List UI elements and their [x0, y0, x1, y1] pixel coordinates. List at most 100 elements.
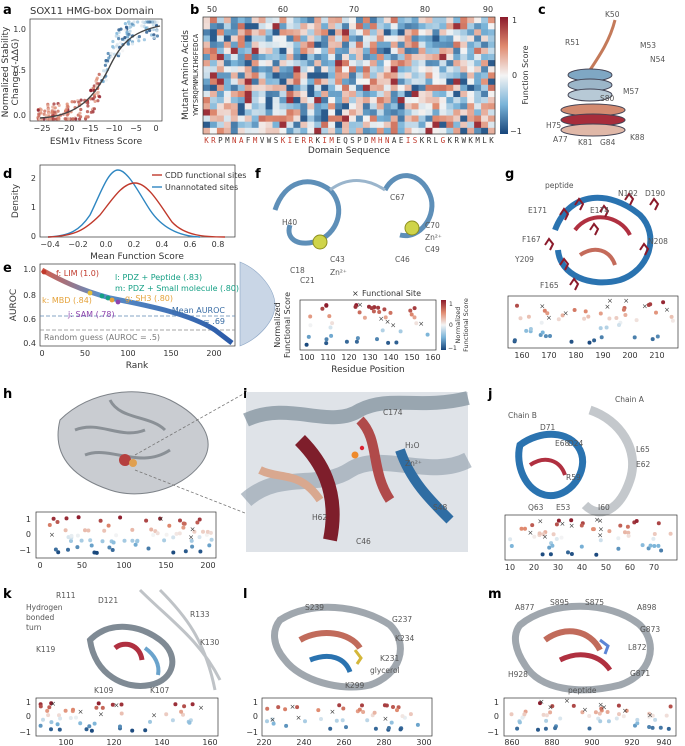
b-seq-letter: D — [364, 136, 369, 145]
b-cell — [314, 121, 322, 129]
b-cell — [411, 47, 419, 55]
b-cell — [390, 41, 398, 49]
b-cell — [411, 90, 419, 98]
b-cell — [230, 29, 239, 36]
b-cell — [425, 72, 433, 79]
b-cell — [432, 29, 440, 36]
b-cell — [404, 60, 412, 67]
b-cell — [446, 29, 454, 36]
l-ytick: 0 — [253, 712, 258, 721]
m-scatter-functional-site: × — [622, 707, 628, 715]
m-xtick: 940 — [656, 738, 671, 746]
b-cell — [258, 29, 266, 36]
j-scatter-point — [547, 545, 552, 550]
b-cell — [349, 103, 357, 110]
b-cell — [230, 103, 239, 110]
k-scatter-point — [187, 720, 192, 725]
l-res: G237 — [392, 615, 412, 624]
a-point — [51, 105, 55, 109]
d-legend-unannotated: Unannotated sites — [165, 183, 238, 192]
b-cell — [355, 23, 364, 30]
b-cell — [411, 53, 419, 61]
b-cell — [460, 127, 468, 135]
m-res: peptide — [568, 686, 597, 695]
c-res: K81 — [578, 138, 593, 147]
b-cell — [349, 47, 357, 55]
g-scatter-point — [650, 337, 655, 342]
a-point — [109, 51, 113, 56]
b-cell — [335, 35, 343, 42]
k-scatter-point — [78, 721, 83, 726]
b-cell — [265, 23, 273, 30]
b-cell — [335, 109, 343, 116]
h-scatter-point — [102, 528, 107, 533]
a-point — [123, 28, 127, 32]
b-cell — [425, 127, 433, 135]
b-cell — [432, 17, 440, 24]
b-cell — [251, 29, 259, 36]
j-scatter-functional-site: × — [559, 520, 565, 528]
f-scatter-functional-site: × — [378, 315, 384, 323]
k-res: D121 — [98, 596, 118, 605]
m-scatter-point — [538, 701, 542, 706]
b-cell — [286, 29, 294, 36]
b-cell — [216, 60, 225, 67]
b-seq-letter: A — [239, 136, 244, 145]
l-xtick: 300 — [416, 738, 431, 746]
b-cell — [369, 35, 378, 42]
b-cell — [418, 47, 426, 55]
h-scatter-point — [122, 538, 127, 543]
k-xtick: 100 — [58, 738, 73, 746]
b-cell — [362, 78, 371, 86]
b-seq-letter: I — [406, 136, 411, 145]
b-cell — [209, 41, 218, 49]
b-cell — [293, 103, 301, 110]
h-scatter-point — [204, 532, 209, 537]
i-res: H₂O — [405, 441, 420, 450]
b-cell — [265, 53, 273, 61]
a-point — [43, 109, 47, 113]
m-scatter-point — [650, 713, 655, 718]
b-cell — [300, 35, 308, 42]
f-scatter-point — [409, 312, 414, 317]
b-cell — [335, 23, 343, 30]
l-scatter-point — [319, 717, 323, 721]
b-cell — [349, 35, 357, 42]
m-scatter-functional-site: × — [598, 701, 604, 709]
m-scatter-point — [515, 726, 520, 731]
b-cell — [425, 78, 433, 86]
g-scatter-point — [528, 327, 533, 331]
a-point — [93, 99, 97, 103]
j-scatter-functional-site: × — [527, 529, 533, 537]
b-cell — [216, 35, 225, 42]
a-point — [136, 20, 140, 24]
b-cell — [237, 53, 246, 61]
b-cell — [272, 66, 280, 73]
a-xtick: −5 — [130, 124, 142, 133]
panel-g: g peptide N192 D190 E171 E174 F167 N208 … — [505, 167, 679, 360]
panel-g-scatter: × ××××××× — [512, 297, 675, 345]
g-xtick: 190 — [595, 351, 610, 360]
g-res: E174 — [590, 206, 609, 215]
b-cell — [286, 23, 294, 30]
j-scatter-functional-site: × — [598, 526, 604, 534]
f-scatter-point — [306, 334, 311, 339]
h-scatter-point — [158, 516, 163, 521]
a-point — [64, 108, 68, 112]
k-scatter-point — [110, 702, 115, 707]
b-cell — [209, 90, 218, 98]
f-xtick: 100 — [299, 353, 314, 362]
b-cell — [335, 53, 343, 61]
a-point — [71, 117, 75, 121]
b-cell — [390, 66, 398, 73]
b-cell — [432, 121, 440, 129]
m-scatter-functional-site: × — [538, 698, 544, 706]
b-cell — [460, 29, 468, 36]
panel-g-frame — [507, 295, 679, 349]
h-scatter-functional-site: × — [49, 531, 55, 539]
b-cell — [216, 121, 225, 129]
b-cell — [411, 17, 419, 24]
l-scatter-point — [344, 725, 348, 730]
g-scatter-point — [670, 318, 675, 323]
b-cell — [460, 90, 468, 98]
